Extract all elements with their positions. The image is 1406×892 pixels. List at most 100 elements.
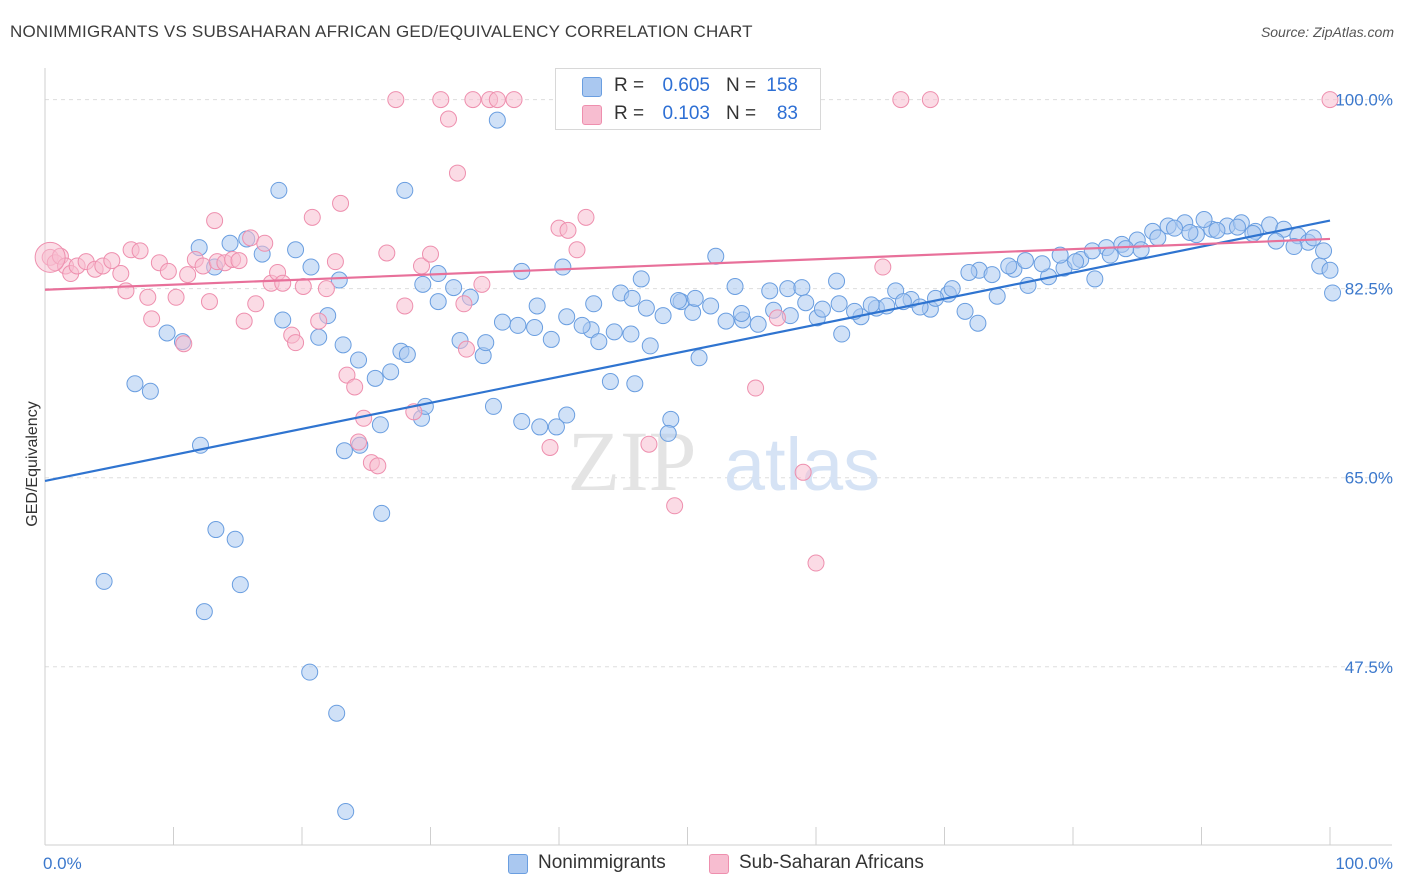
nonimmigrant-point xyxy=(943,280,961,298)
legend-swatch-blue xyxy=(582,77,602,97)
nonimmigrant-point xyxy=(371,416,389,434)
nonimmigrant-point xyxy=(1285,238,1303,256)
legend-n-label: N = xyxy=(726,75,757,96)
nonimmigrant-point xyxy=(573,316,591,334)
nonimmigrant-point xyxy=(1051,246,1069,264)
subsaharan-point xyxy=(200,293,218,311)
subsaharan-point xyxy=(448,164,466,182)
nonimmigrant-point xyxy=(1304,229,1322,247)
nonimmigrant-point xyxy=(632,270,650,288)
nonimmigrant-point xyxy=(637,299,655,317)
legend-n-value: 83 xyxy=(776,103,798,124)
nonimmigrant-point xyxy=(542,330,560,348)
nonimmigrant-point xyxy=(558,406,576,424)
subsaharan-point xyxy=(747,379,765,397)
trend-lines xyxy=(44,219,1331,483)
nonimmigrant-point xyxy=(833,325,851,343)
nonimmigrant-point xyxy=(601,373,619,391)
legend-n-label: N = xyxy=(726,103,757,124)
nonimmigrant-point xyxy=(445,279,463,297)
nonimmigrant-point xyxy=(287,241,305,259)
subsaharan-point xyxy=(455,295,473,313)
nonimmigrant-point xyxy=(335,442,353,460)
x-tick-label: 100.0% xyxy=(1335,854,1393,873)
subsaharan-point xyxy=(103,252,121,270)
subsaharan-point xyxy=(206,212,224,230)
nonimmigrant-point xyxy=(797,294,815,312)
subsaharan-point xyxy=(396,297,414,315)
nonimmigrant-point xyxy=(641,337,659,355)
y-axis-label: GED/Equivalency xyxy=(24,401,41,526)
nonimmigrant-point xyxy=(126,375,144,393)
nonimmigrant-point xyxy=(1101,246,1119,264)
subsaharan-point xyxy=(194,257,212,275)
nonimmigrant-point xyxy=(526,319,544,337)
nonimmigrant-point xyxy=(983,266,1001,284)
nonimmigrant-point xyxy=(414,275,432,293)
subsaharan-point xyxy=(235,312,253,330)
nonimmigrant-point xyxy=(382,363,400,381)
subsaharan-point xyxy=(378,244,396,262)
nonimmigrant-point xyxy=(654,307,672,325)
legend-r-value: 0.605 xyxy=(662,75,710,96)
nonimmigrant-point xyxy=(95,572,113,590)
nonimmigrant-point xyxy=(558,308,576,326)
subsaharan-point xyxy=(346,378,364,396)
nonimmigrant-point xyxy=(717,312,735,330)
nonimmigrant-point xyxy=(626,375,644,393)
nonimmigrant-point xyxy=(373,504,391,522)
subsaharan-point xyxy=(303,208,321,226)
nonimmigrant-point xyxy=(862,296,880,314)
subsaharan-point xyxy=(439,110,457,128)
nonimmigrant-point xyxy=(207,521,225,539)
nonimmigrant-point xyxy=(1208,221,1226,239)
legend-swatch-pink xyxy=(582,105,602,125)
subsaharan-point xyxy=(242,229,260,247)
nonimmigrant-point xyxy=(707,247,725,265)
nonimmigrant-point xyxy=(396,181,414,199)
nonimmigrant-point xyxy=(1181,223,1199,241)
nonimmigrant-point xyxy=(749,315,767,333)
nonimmigrant-point xyxy=(528,297,546,315)
legend-n-value: 158 xyxy=(766,75,798,96)
nonimmigrant-point xyxy=(1086,270,1104,288)
legend-label: Sub-Saharan Africans xyxy=(739,852,924,873)
nonimmigrant-point xyxy=(274,311,292,329)
nonimmigrant-point xyxy=(330,271,348,289)
subsaharan-point xyxy=(247,295,265,313)
nonimmigrant-point xyxy=(793,279,811,297)
nonimmigrant-point xyxy=(231,576,249,594)
subsaharan-point xyxy=(34,241,66,273)
nonimmigrant-point xyxy=(429,293,447,311)
subsaharan-point xyxy=(568,241,586,259)
nonimmigrant-point xyxy=(622,325,640,343)
nonimmigrant-point xyxy=(1321,261,1339,279)
nonimmigrant-point xyxy=(1033,255,1051,273)
x-tick-label: 0.0% xyxy=(43,854,82,873)
source-credit: Source: ZipAtlas.com xyxy=(1260,24,1394,40)
y-tick-label: 82.5% xyxy=(1345,280,1393,299)
subsaharan-point xyxy=(807,554,825,572)
nonimmigrant-point xyxy=(141,382,159,400)
subsaharan-point xyxy=(326,253,344,271)
nonimmigrant-point xyxy=(988,287,1006,305)
legend-swatch-pink xyxy=(709,854,729,874)
subsaharan-point xyxy=(317,280,335,298)
nonimmigrant-point xyxy=(531,418,549,436)
nonimmigrant-point xyxy=(732,305,750,323)
nonimmigrant-point xyxy=(1324,284,1342,302)
subsaharan-point xyxy=(505,91,523,109)
nonimmigrant-point xyxy=(1195,211,1213,229)
nonimmigrant-point xyxy=(554,258,572,276)
nonimmigrant-point xyxy=(726,277,744,295)
nonimmigrant-point xyxy=(662,410,680,428)
nonimmigrant-point xyxy=(686,289,704,307)
nonimmigrant-point xyxy=(969,314,987,332)
y-tick-label: 47.5% xyxy=(1345,658,1393,677)
nonimmigrant-point xyxy=(302,258,320,276)
subsaharan-point xyxy=(274,274,292,292)
y-tick-label: 65.0% xyxy=(1345,469,1393,488)
nonimmigrant-point xyxy=(1261,216,1279,234)
nonimmigrant-point xyxy=(328,704,346,722)
subsaharan-point xyxy=(432,91,450,109)
